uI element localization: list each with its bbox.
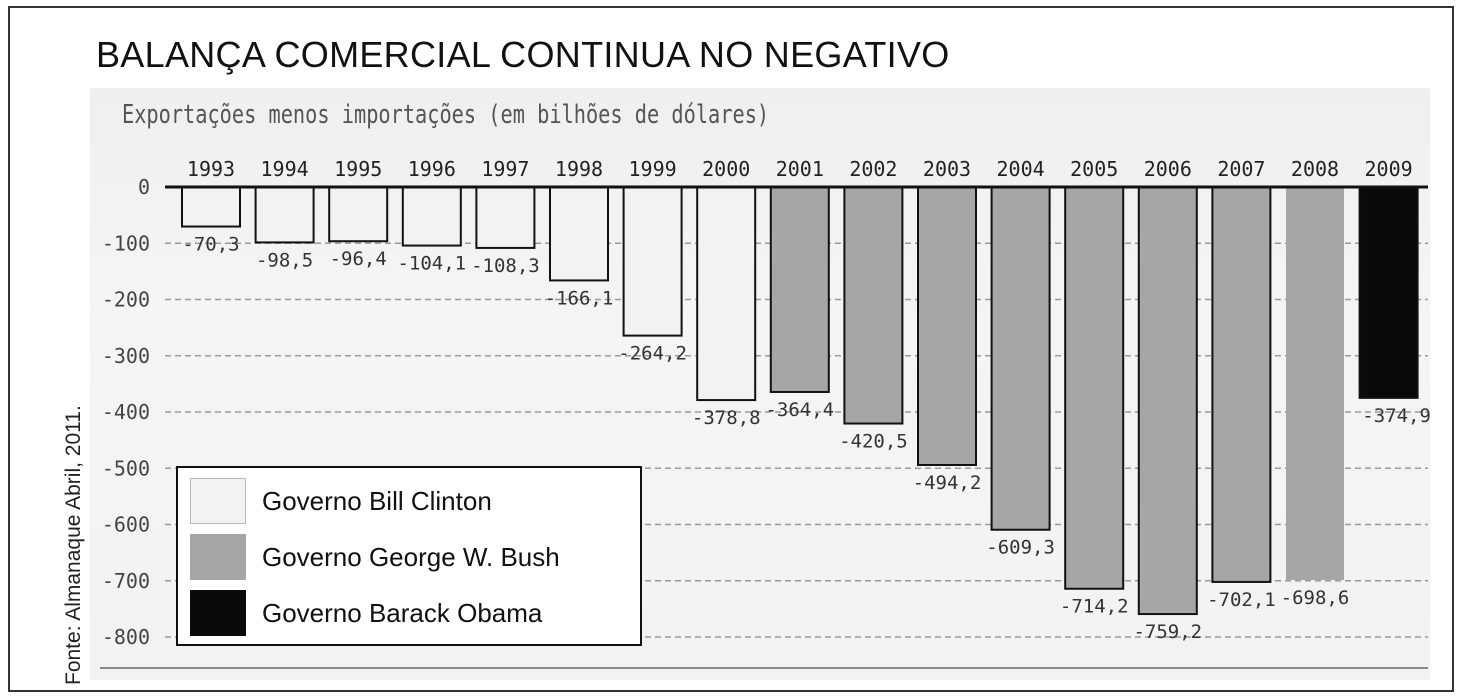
bar <box>254 186 315 244</box>
data-label: -108,3 <box>471 255 540 277</box>
bar <box>1286 187 1344 580</box>
y-tick-label: -700 <box>102 569 150 593</box>
bar <box>1211 186 1272 583</box>
chart-subtitle: Exportações menos importações (em bilhõe… <box>122 100 770 130</box>
bar <box>549 186 609 282</box>
data-label: -494,2 <box>913 472 982 494</box>
bar <box>917 186 977 466</box>
bar <box>769 186 830 393</box>
y-tick-label: -500 <box>102 456 150 480</box>
bar <box>328 186 389 243</box>
data-label: -104,1 <box>397 253 466 275</box>
data-label: -714,2 <box>1060 596 1129 618</box>
x-tick-label: 2008 <box>1291 157 1339 181</box>
y-tick-label: -800 <box>102 625 150 649</box>
x-tick-label: 2009 <box>1365 157 1413 181</box>
data-label: -364,4 <box>765 399 834 421</box>
data-label: -698,6 <box>1281 587 1350 609</box>
y-tick-label: -400 <box>102 400 150 424</box>
data-label: -166,1 <box>545 287 614 309</box>
data-label: -702,1 <box>1207 589 1276 611</box>
bar <box>475 186 536 249</box>
x-tick-label: 2005 <box>1070 157 1118 181</box>
bar <box>622 186 683 337</box>
data-label: -378,8 <box>692 407 761 429</box>
bar <box>843 186 904 425</box>
x-tick-label: 2003 <box>923 157 971 181</box>
bar <box>696 186 757 402</box>
data-label: -70,3 <box>182 234 239 256</box>
data-label: -609,3 <box>986 537 1055 559</box>
y-tick-label: -300 <box>102 344 150 368</box>
legend-label-obama: Governo Barack Obama <box>262 597 543 628</box>
x-tick-label: 2001 <box>776 157 824 181</box>
x-tick-label: 1997 <box>481 157 529 181</box>
x-tick-label: 1995 <box>334 157 382 181</box>
x-tick-label: 2000 <box>702 157 750 181</box>
data-label: -374,9 <box>1362 405 1431 427</box>
legend: Governo Bill Clinton Governo George W. B… <box>176 466 642 646</box>
bar <box>990 186 1051 531</box>
y-tick-label: -200 <box>102 288 150 312</box>
legend-swatch-obama <box>190 590 246 636</box>
y-tick-label: 0 <box>138 175 150 199</box>
x-tick-label: 1994 <box>261 157 309 181</box>
y-tick-label: -600 <box>102 513 150 537</box>
x-tick-label: 2006 <box>1144 157 1192 181</box>
x-tick-label: 2002 <box>849 157 897 181</box>
bar <box>1064 186 1125 590</box>
legend-item-bush: Governo George W. Bush <box>190 532 560 582</box>
x-tick-label: 1998 <box>555 157 603 181</box>
x-tick-label: 1993 <box>187 157 235 181</box>
bar <box>181 186 241 228</box>
x-tick-label: 1999 <box>629 157 677 181</box>
legend-item-obama: Governo Barack Obama <box>190 588 542 638</box>
legend-label-clinton: Governo Bill Clinton <box>262 485 492 516</box>
bar <box>1137 186 1198 616</box>
chart-title: BALANÇA COMERCIAL CONTINUA NO NEGATIVO <box>96 34 950 75</box>
x-tick-label: 2007 <box>1217 157 1265 181</box>
bar <box>1358 186 1419 399</box>
bar <box>401 186 462 247</box>
legend-swatch-clinton <box>190 478 246 524</box>
y-tick-label: -100 <box>102 231 150 255</box>
legend-swatch-bush <box>190 534 246 580</box>
x-tick-label: 1996 <box>408 157 456 181</box>
legend-item-clinton: Governo Bill Clinton <box>190 476 492 526</box>
data-label: -96,4 <box>330 248 387 270</box>
data-label: -420,5 <box>839 431 908 453</box>
x-tick-label: 2004 <box>997 157 1045 181</box>
legend-label-bush: Governo George W. Bush <box>262 541 560 572</box>
data-label: -98,5 <box>256 249 313 271</box>
data-label: -759,2 <box>1133 621 1202 643</box>
data-label: -264,2 <box>618 343 687 365</box>
